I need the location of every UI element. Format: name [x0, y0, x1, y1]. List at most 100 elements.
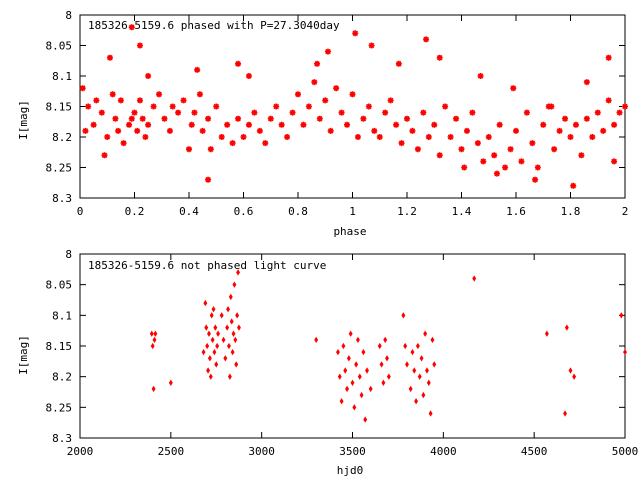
data-point	[251, 109, 258, 116]
data-point	[357, 373, 362, 380]
phased-ylabel: I[mag]	[17, 100, 30, 140]
data-point	[453, 115, 460, 122]
data-point	[623, 348, 627, 356]
data-point	[314, 336, 319, 344]
data-point	[205, 342, 210, 350]
data-point	[316, 115, 323, 122]
data-point	[619, 312, 624, 319]
data-point	[93, 97, 100, 104]
data-point	[112, 115, 119, 122]
data-point	[245, 121, 252, 128]
data-point	[207, 330, 211, 337]
data-point	[423, 36, 430, 43]
data-point	[480, 158, 487, 165]
data-point	[337, 373, 342, 380]
data-point	[343, 367, 348, 374]
data-point	[226, 306, 231, 313]
data-point	[419, 355, 424, 362]
data-point	[168, 379, 173, 386]
data-point	[354, 134, 361, 140]
data-point	[201, 348, 206, 356]
data-point	[229, 140, 236, 147]
data-point	[540, 121, 547, 128]
data-point	[436, 54, 443, 61]
data-point	[209, 312, 214, 319]
data-point	[224, 121, 231, 128]
data-point	[346, 355, 351, 362]
data-point	[221, 336, 226, 344]
data-point	[425, 367, 429, 374]
data-point	[240, 134, 247, 140]
data-point	[206, 367, 211, 374]
y-tick-label: 8.15	[46, 101, 73, 114]
x-tick-label: 4500	[521, 445, 548, 458]
data-point	[548, 103, 555, 110]
data-point	[213, 103, 220, 110]
data-point	[205, 115, 212, 122]
x-tick-label: 1.8	[561, 205, 581, 218]
data-point	[605, 97, 612, 104]
data-point	[212, 348, 217, 356]
unphased-ylabel: I[mag]	[17, 335, 30, 375]
data-point	[507, 146, 514, 153]
data-point	[572, 121, 579, 128]
data-point	[273, 103, 280, 110]
data-point	[235, 312, 240, 319]
data-point	[461, 164, 468, 171]
data-point	[385, 355, 389, 362]
data-point	[529, 140, 536, 147]
data-point	[126, 121, 133, 128]
data-point	[188, 121, 195, 128]
data-point	[104, 134, 111, 140]
y-tick-label: 8.2	[52, 371, 72, 384]
y-tick-label: 8.3	[52, 432, 72, 445]
data-point	[230, 348, 235, 356]
data-point	[383, 336, 388, 344]
data-point	[79, 85, 86, 92]
data-point	[227, 373, 232, 380]
data-point	[447, 134, 454, 140]
data-point	[216, 330, 221, 337]
x-tick-label: 0.2	[125, 205, 145, 218]
y-tick-label: 8.3	[52, 192, 72, 205]
data-point	[214, 361, 219, 368]
data-point	[544, 330, 549, 337]
data-point	[338, 109, 345, 116]
data-point	[134, 127, 141, 134]
data-point	[145, 73, 152, 79]
data-point	[161, 115, 168, 122]
data-point	[420, 109, 427, 116]
data-point	[205, 176, 212, 183]
data-point	[395, 60, 402, 67]
data-point	[219, 312, 224, 319]
phased-title: 185326-5159.6 phased with P=27.3040day	[88, 19, 340, 32]
data-point	[211, 306, 216, 313]
data-point	[207, 146, 214, 153]
data-point	[611, 158, 618, 165]
y-tick-label: 8.15	[46, 340, 73, 353]
data-point	[354, 361, 359, 368]
unphased-x-ticks: 2000 2500 3000 3500 4000 4500 5000	[67, 254, 638, 458]
data-point	[551, 146, 558, 153]
phased-xlabel: phase	[333, 225, 366, 238]
data-point	[436, 152, 443, 159]
data-point	[210, 336, 215, 344]
unphased-points	[149, 269, 627, 423]
data-point	[409, 127, 416, 134]
data-point	[410, 348, 415, 356]
data-point	[387, 97, 394, 104]
data-point	[348, 330, 353, 337]
data-point	[204, 324, 209, 331]
data-point	[477, 73, 484, 79]
x-tick-label: 2000	[67, 445, 94, 458]
data-point	[365, 103, 372, 110]
data-point	[368, 385, 373, 393]
data-point	[352, 404, 357, 411]
data-point	[186, 146, 192, 153]
data-point	[149, 330, 154, 337]
data-point	[142, 134, 149, 140]
data-point	[232, 281, 237, 288]
x-tick-label: 2	[622, 205, 629, 218]
data-point	[412, 367, 417, 374]
data-point	[234, 361, 239, 368]
